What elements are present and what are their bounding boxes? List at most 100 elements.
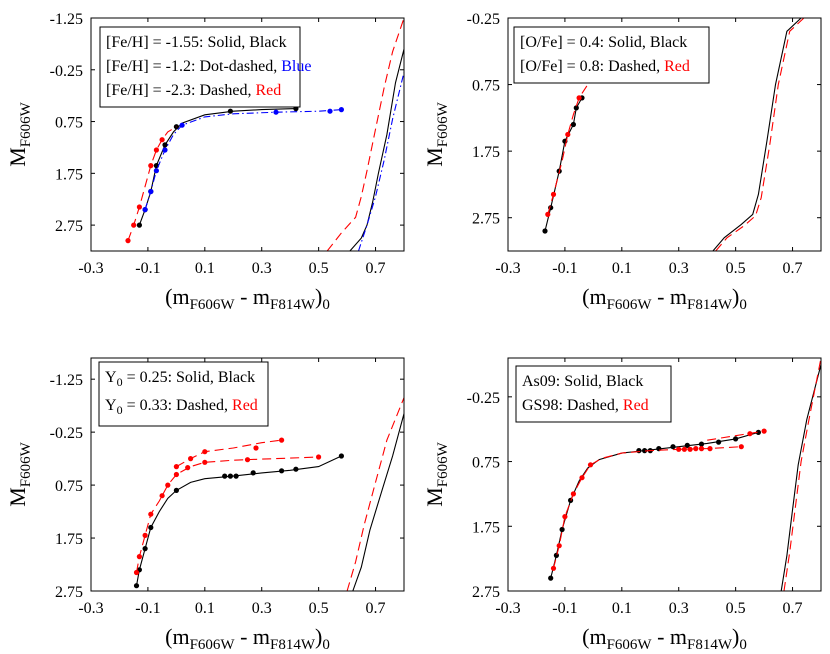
series-2-point-1 [133,569,140,576]
x-tick-label: 0.3 [252,600,272,617]
series-3-point-4 [148,163,154,169]
series-2-point-12 [707,446,713,452]
series-2-point-5 [159,493,165,499]
panel-4: -0.3 -0.1 0.1 0.3 0.5 0.7 -0.25 0.75 1.75 2.75 (mF… [422,357,822,653]
axes-box [90,17,405,252]
plot-area [133,397,404,591]
series-3-point-2 [188,456,194,462]
series-2-point-2 [550,191,557,197]
series-1-point-6 [573,105,579,111]
y-axis-label: MF606W [422,441,451,506]
series-2-point-2 [556,543,562,549]
y-axis-label: MF606W [5,441,34,506]
series-1-point-5 [636,448,642,454]
series-3-point-5 [279,437,285,443]
x-tick-label: 0.1 [195,600,215,617]
y-tick-label: -0.25 [467,11,500,28]
series-line-1 [550,431,759,579]
plot-area [548,358,821,591]
series-3-point-3 [202,449,208,455]
x-axis-label: (mF606W - mF814W)0 [582,624,747,653]
series-1-point-10 [279,468,285,474]
series-1-point-5 [173,487,179,493]
series-2-point-1 [545,211,551,217]
x-tick-label: 0.1 [612,600,632,617]
x-tick-label: 0.1 [195,260,215,277]
y-tick-label: 1.75 [472,519,500,536]
series-line-5 [783,358,821,591]
series-2-point-8 [185,465,191,471]
series-line-6 [326,18,404,251]
y-axis-label: MF606W [5,101,34,166]
series-2-point-4 [570,491,577,497]
series-3-point-1 [173,464,179,470]
y-tick-label: 0.75 [472,455,500,472]
series-2-point-4 [162,147,168,153]
legend-entry: [Fe/H] = -1.55: Solid, Black [106,34,287,51]
x-tick-label: -0.1 [552,260,577,277]
series-2-point-7 [173,471,179,478]
x-tick-label: 0.3 [252,260,272,277]
series-2-point-4 [148,511,154,517]
series-1-point-14 [755,429,762,435]
plot-area [542,18,805,251]
series-2-point-3 [142,532,148,539]
series-1-point-7 [227,473,233,479]
series-3-point-1 [125,238,131,244]
legend-entry: Y0 = 0.25: Solid, Black [105,369,255,389]
y-tick-label: -1.25 [50,11,83,28]
y-tick-label: 1.75 [55,531,83,548]
series-line-4 [349,48,404,251]
series-2-point-2 [136,554,142,560]
series-2-point-10 [244,457,251,463]
panel-2: -0.3 -0.1 0.1 0.3 0.5 0.7 -0.25 0.75 1.75 2.75 (mF… [422,11,822,313]
series-2-point-3 [153,168,159,174]
series-3-point-5 [153,147,159,153]
plot-area [125,18,404,251]
x-tick-label: -0.1 [552,600,577,617]
series-line-3 [712,18,802,251]
series-line-5 [346,397,404,591]
legend: As09: Solid, Black GS98: Dashed, Red [515,365,672,423]
series-line-2 [135,456,319,573]
y-tick-label: -1.25 [50,372,83,389]
y-tick-label: 0.75 [55,478,83,495]
series-line-2 [552,446,742,569]
x-tick-label: 0.5 [726,260,746,277]
y-tick-label: -0.25 [467,390,500,407]
series-1-point-11 [698,441,705,447]
series-1-point-7 [227,108,233,114]
y-tick-label: 0.75 [472,78,500,95]
series-line-4 [715,18,805,251]
series-line-3 [707,430,765,441]
series-2-point-3 [565,131,571,138]
x-tick-label: -0.3 [78,600,103,617]
series-1-point-1 [548,575,554,581]
y-tick-label: -0.25 [50,425,83,442]
axes-box [507,357,822,592]
series-2-point-11 [698,446,705,452]
series-3-point-1 [747,431,753,437]
series-1-point-3 [142,546,148,552]
series-2-point-10 [693,446,699,452]
series-line-3 [176,439,282,468]
legend: [O/Fe] = 0.4: Solid, Black [O/Fe] = 0.8: … [513,26,710,84]
series-2-point-5 [179,122,185,128]
y-tick-label: 2.75 [472,584,500,601]
series-1-point-12 [338,453,344,459]
series-3-point-6 [159,137,165,143]
series-3-point-2 [761,428,767,434]
series-3-point-3 [136,204,142,210]
series-line-1 [138,108,296,226]
series-1-point-12 [716,439,722,445]
y-tick-label: 2.75 [472,211,500,228]
x-axis-label: (mF606W - mF814W)0 [165,624,330,653]
y-tick-label: 2.75 [55,584,83,601]
legend-box [98,361,269,427]
series-2-point-4 [576,95,582,101]
series-2-point-1 [142,207,148,213]
x-tick-label: 0.5 [726,600,746,617]
legend-entry: As09: Solid, Black [522,373,643,390]
series-line-1 [544,97,583,232]
legend-box [515,365,672,423]
